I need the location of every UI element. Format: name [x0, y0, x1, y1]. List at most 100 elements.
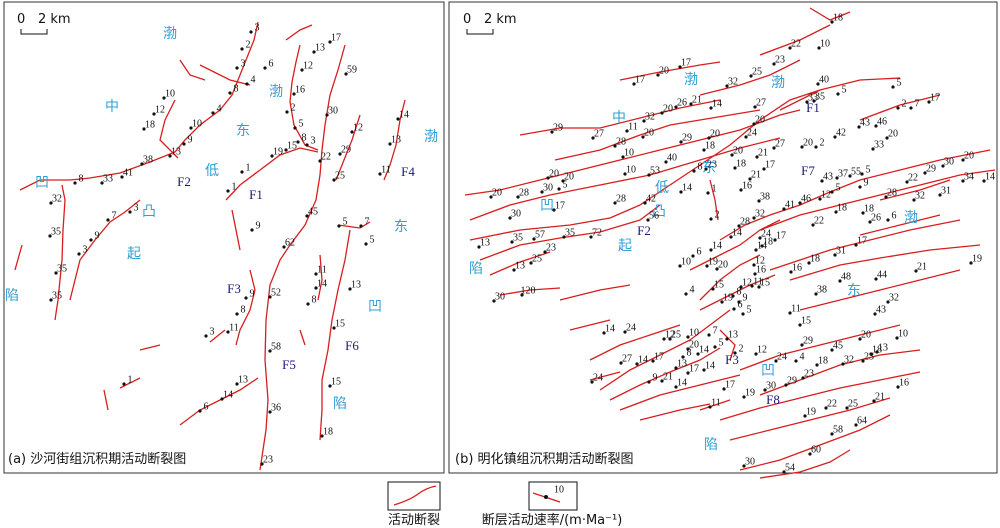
rate-point [268, 295, 272, 299]
rate-label: 16 [792, 262, 802, 273]
rate-label: 12 [353, 122, 363, 133]
rate-label: 19 [273, 146, 283, 157]
rate-label: 7 [713, 325, 718, 336]
rate-label: 25 [752, 66, 762, 77]
rate-label: 60 [811, 444, 821, 455]
rate-label: 11 [381, 164, 391, 175]
rate-point [589, 235, 593, 239]
rate-label: 72 [592, 227, 602, 238]
rate-point [635, 362, 639, 366]
rate-label: 25 [848, 398, 858, 409]
rate-label: 5 [370, 234, 375, 245]
rate-label: 32 [52, 193, 62, 204]
rate-point [691, 254, 695, 258]
legend-rate: 10 [554, 484, 564, 495]
rate-label: 2 [246, 39, 251, 50]
rate-label: 2 [902, 98, 907, 109]
rate-label: 20 [803, 137, 813, 148]
rate-point [508, 216, 512, 220]
rate-point [306, 302, 310, 306]
rate-point [388, 142, 392, 146]
rate-label: 9 [653, 372, 658, 383]
rate-label: 29 [341, 144, 351, 155]
rate-point [350, 130, 354, 134]
rate-point [814, 145, 818, 149]
rate-point [814, 292, 818, 296]
rate-point [590, 380, 594, 384]
rate-point [886, 300, 890, 304]
fault-line [759, 449, 851, 479]
rate-point [489, 195, 493, 199]
rate-point [704, 167, 708, 171]
rate-point [619, 361, 623, 365]
fault-line [285, 24, 313, 41]
rate-point [709, 106, 713, 110]
rate-point [140, 162, 144, 166]
region-label: 陷 [5, 288, 19, 304]
rate-point [532, 237, 536, 241]
region-label: 中 [612, 110, 626, 126]
rate-label: 13 [238, 374, 248, 385]
rate-point [709, 248, 713, 252]
rate-point [364, 242, 368, 246]
region-label: 渤 [163, 26, 177, 42]
scale-zero: 0 [17, 12, 25, 27]
region-label: 渤 [684, 72, 698, 88]
region-label: 渤 [424, 129, 438, 145]
rate-label: 29 [553, 122, 563, 133]
rate-label: 21 [751, 169, 761, 180]
rate-point [817, 46, 821, 50]
rate-label: 22 [791, 38, 801, 49]
rate-label: 1 [246, 162, 251, 173]
rate-point [696, 352, 700, 356]
rate-point [836, 92, 840, 96]
rate-label: 43 [823, 171, 833, 182]
rate-label: 27 [594, 128, 604, 139]
rate-label: 2 [739, 343, 744, 354]
rate-label: 38 [760, 191, 770, 202]
rate-point [757, 285, 761, 289]
rate-point [774, 359, 778, 363]
rate-label: 35 [565, 227, 575, 238]
rate-point [244, 296, 248, 300]
rate-label: 52 [271, 287, 281, 298]
rate-label: 21 [692, 94, 702, 105]
rate-label: 58 [833, 424, 843, 435]
rate-point [961, 179, 965, 183]
rate-label: 6 [892, 210, 897, 221]
rate-label: 15 [287, 140, 297, 151]
rate-label: 15 [801, 315, 811, 326]
fault-line [14, 244, 23, 271]
rate-point [678, 264, 682, 268]
rate-point [89, 238, 93, 242]
rate-point [510, 240, 514, 244]
rate-label: 48 [841, 271, 851, 282]
rate-point [868, 220, 872, 224]
region-label: 凸 [652, 204, 666, 220]
rate-label: 8 [687, 347, 692, 358]
rate-label: 26 [871, 212, 881, 223]
rate-point [857, 125, 861, 129]
rate-point [838, 279, 842, 283]
fault-line [719, 149, 991, 241]
rate-point [623, 330, 627, 334]
rate-point [48, 234, 52, 238]
rate-label: 13 [677, 358, 687, 369]
rate-label: 23 [546, 242, 556, 253]
fault-line [554, 109, 761, 161]
rate-point [788, 46, 792, 50]
rate-label: 14 [399, 109, 409, 120]
rate-point [782, 207, 786, 211]
rate-point [679, 190, 683, 194]
rate-point [811, 223, 815, 227]
rate-point [741, 312, 745, 316]
rate-point [912, 198, 916, 202]
rate-point [854, 423, 858, 427]
rate-point [820, 179, 824, 183]
rate-point [284, 148, 288, 152]
rate-point [293, 126, 297, 130]
fault-line [319, 229, 351, 441]
rate-point [755, 155, 759, 159]
rate-label: 13 [315, 42, 325, 53]
rate-label: 5 [747, 304, 752, 315]
